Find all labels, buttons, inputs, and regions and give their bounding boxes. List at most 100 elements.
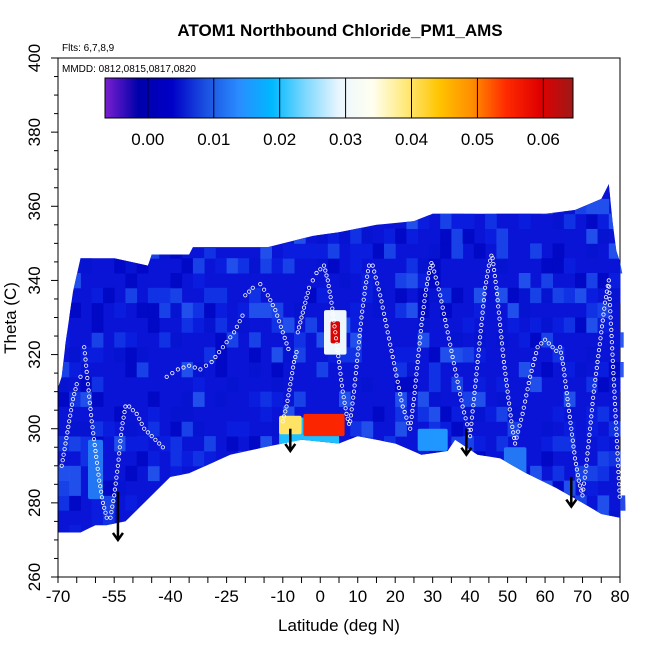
track-point — [511, 430, 516, 435]
track-point — [567, 414, 572, 419]
track-point — [90, 425, 95, 430]
heatmap-cell — [91, 302, 104, 318]
track-point — [284, 404, 289, 409]
heatmap-cell — [170, 273, 183, 289]
heatmap-cell — [271, 510, 284, 526]
track-point — [111, 498, 116, 504]
track-point — [324, 273, 329, 278]
heatmap-cell — [406, 465, 419, 482]
heatmap-cell — [58, 213, 70, 229]
heatmap-cell — [530, 184, 542, 185]
heatmap-cell — [69, 436, 81, 452]
track-point — [280, 330, 285, 335]
track-point — [372, 269, 377, 274]
heatmap-cell — [80, 228, 93, 244]
track-point — [228, 335, 233, 340]
heatmap-cell — [147, 287, 160, 304]
heatmap-cell — [530, 243, 542, 259]
heatmap-cell — [586, 213, 598, 229]
heatmap-cell — [608, 362, 621, 378]
heatmap-cell — [114, 480, 126, 496]
heatmap-cell — [451, 421, 464, 437]
track-point — [119, 432, 124, 437]
track-point — [365, 269, 371, 274]
track-point — [348, 419, 353, 424]
track-point — [336, 353, 341, 359]
track-point — [411, 396, 416, 402]
track-point — [506, 395, 511, 400]
heatmap-cell — [361, 287, 374, 304]
track-point — [574, 467, 580, 472]
track-point — [443, 317, 448, 323]
heatmap-cell — [125, 495, 138, 511]
track-point — [288, 382, 293, 387]
heatmap-cell — [575, 317, 587, 333]
track-point — [497, 316, 502, 321]
heatmap-cell — [147, 391, 160, 407]
heatmap-cell — [563, 391, 576, 407]
track-point — [355, 352, 360, 357]
track-point — [494, 285, 499, 290]
heatmap-cell — [147, 525, 160, 533]
track-point — [446, 336, 451, 341]
track-point — [413, 384, 418, 389]
heatmap-cell — [485, 213, 497, 229]
heatmap-cell — [496, 510, 509, 526]
heatmap-cell — [271, 525, 284, 533]
track-point — [452, 367, 458, 372]
heatmap-cell — [305, 510, 317, 526]
track-point — [415, 359, 420, 365]
x-tick-label: 70 — [573, 587, 592, 606]
hotspot — [303, 413, 345, 437]
track-point — [278, 324, 283, 329]
heatmap-cell — [316, 525, 329, 533]
heatmap-cell — [530, 376, 542, 393]
heatmap-cell — [428, 391, 441, 407]
track-point — [570, 438, 575, 443]
heatmap-cell — [91, 510, 104, 526]
heatmap-cell — [608, 510, 621, 526]
heatmap-cell — [237, 258, 250, 274]
track-point — [361, 297, 366, 302]
track-point — [449, 348, 454, 353]
heatmap-cell — [350, 436, 362, 452]
heatmap-cell — [147, 243, 160, 259]
heatmap-cell — [395, 198, 407, 215]
track-point — [364, 280, 369, 285]
heatmap-cell — [597, 525, 610, 533]
track-point — [175, 367, 180, 372]
track-point — [533, 350, 539, 356]
track-point — [602, 300, 608, 305]
heatmap-cell — [170, 436, 183, 452]
heatmap-cell — [215, 213, 228, 229]
track-point — [445, 330, 450, 335]
heatmap-cell — [451, 495, 464, 511]
track-point — [566, 402, 571, 408]
track-point — [414, 372, 419, 377]
heatmap-cell — [417, 480, 430, 496]
heatmap-cell — [103, 287, 115, 304]
heatmap-cell — [125, 347, 138, 363]
track-point — [550, 345, 555, 350]
heatmap-cell — [282, 317, 295, 333]
heatmap-cell — [136, 510, 149, 526]
track-point — [607, 302, 613, 308]
heatmap-cell — [192, 376, 205, 393]
heatmap-cell — [428, 273, 441, 289]
heatmap-cell — [384, 451, 396, 467]
heatmap-cell — [249, 184, 261, 200]
heatmap-cell — [260, 436, 272, 452]
track-point — [478, 328, 483, 334]
heatmap-cell — [451, 376, 464, 393]
heatmap-cell — [530, 495, 542, 511]
heatmap-cell — [518, 362, 531, 378]
heatmap-cell — [530, 198, 542, 215]
track-point — [474, 366, 480, 371]
heatmap-cell — [384, 465, 396, 482]
heatmap-cell — [384, 184, 396, 185]
heatmap-cell — [428, 347, 441, 363]
track-point — [517, 423, 522, 428]
heatmap-cell — [507, 302, 520, 318]
heatmap-cell — [260, 465, 272, 482]
heatmap-cell — [170, 332, 183, 348]
